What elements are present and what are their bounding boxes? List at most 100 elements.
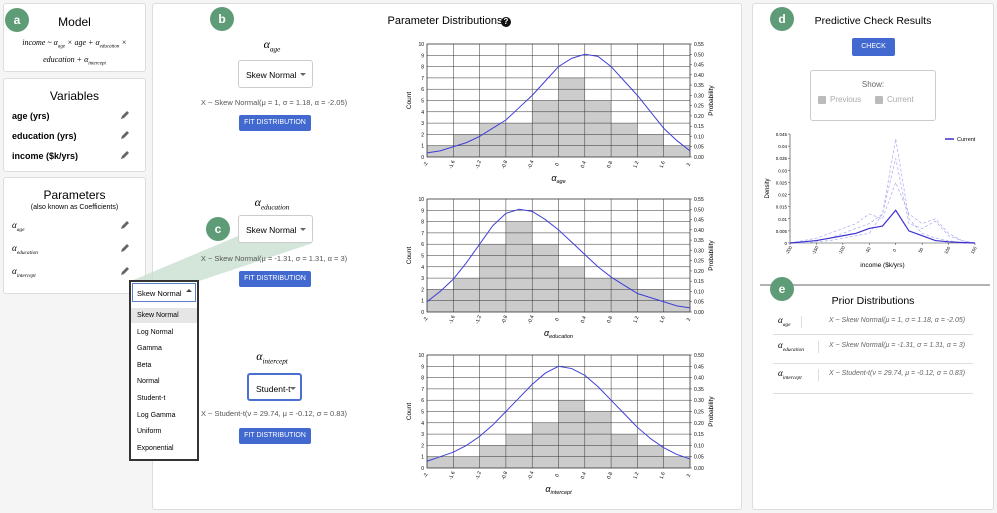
badge: a: [5, 8, 29, 32]
density-curve: [426, 53, 691, 154]
y2-tick-label: 0.10: [694, 289, 704, 295]
subscript: education: [16, 249, 38, 256]
x-tick-label: -100: [837, 245, 846, 256]
x-tick-label: 1.2: [632, 315, 640, 324]
y-tick-label: 5: [421, 99, 424, 105]
x-tick-label: -2: [422, 472, 429, 478]
dropdown-select[interactable]: Skew Normal: [132, 283, 196, 302]
dropdown-option[interactable]: Gamma: [137, 345, 162, 353]
y-tick-label: 8: [421, 220, 424, 226]
symbol: α: [544, 328, 550, 338]
symbol: α: [778, 315, 783, 325]
checkbox[interactable]: [818, 96, 826, 104]
dropdown-option[interactable]: Exponential: [137, 444, 174, 452]
subscript: age: [782, 321, 791, 328]
highlight-band: [131, 236, 313, 281]
y-tick-label: 1: [421, 299, 424, 305]
fit-button[interactable]: FIT DISTRIBUTION: [239, 428, 311, 444]
subscript: education: [549, 334, 573, 340]
y2-tick-label: 0.40: [694, 73, 704, 79]
y-tick-label: 5: [421, 410, 424, 416]
symbol: α: [12, 266, 17, 276]
y2-tick-label: 0.20: [694, 269, 704, 275]
histogram-bar: [663, 300, 690, 312]
prior-title: Prior Distributions: [831, 295, 915, 307]
row-separator: [801, 316, 802, 328]
formula-part: education: [99, 44, 120, 50]
y-tick-label: 10: [418, 353, 424, 359]
y2-tick-label: 0.45: [694, 218, 704, 224]
distribution-select[interactable]: Student-t: [247, 373, 302, 401]
fit-button[interactable]: FIT DISTRIBUTION: [239, 271, 311, 287]
help-icon[interactable]: ?: [501, 17, 511, 27]
y-tick-label: 0.025: [776, 180, 788, 185]
parameter-name: αeducation: [12, 243, 38, 256]
y2-axis-label: Probability: [708, 396, 715, 427]
histogram-bar: [532, 100, 559, 157]
subscript: age: [556, 179, 565, 185]
y-tick-label: 0.03: [778, 168, 787, 173]
y-tick-label: 4: [421, 265, 424, 271]
y2-tick-label: 0.25: [694, 259, 704, 265]
x-tick-label: 150: [970, 245, 978, 254]
formula-part: intercept: [88, 61, 106, 67]
legend-label: Current: [957, 137, 976, 143]
y-tick-label: 0.015: [776, 205, 788, 210]
checkbox[interactable]: [875, 96, 883, 104]
y-tick-label: 3: [421, 432, 424, 438]
x-axis-label: income ($k/yrs): [860, 262, 904, 269]
histogram-bar: [584, 278, 612, 312]
check-button[interactable]: CHECK: [852, 38, 895, 56]
x-tick-label: -0.8: [501, 314, 510, 324]
dropdown-option[interactable]: Skew Normal: [131, 308, 197, 323]
y-tick-label: 0.02: [778, 193, 787, 198]
y-tick-label: 0: [421, 466, 424, 472]
y-tick-label: 10: [418, 42, 424, 48]
fit-button[interactable]: FIT DISTRIBUTION: [239, 115, 311, 131]
y2-tick-label: 0.30: [694, 398, 704, 404]
dropdown-option[interactable]: Normal: [137, 378, 160, 386]
prior-formula: X ~ Skew Normal(μ = -1.31, σ = 1.31, α =…: [828, 342, 966, 349]
variable[interactable]: income ($k/yrs): [12, 151, 79, 161]
dropdown-option[interactable]: Uniform: [137, 428, 162, 436]
y-tick-label: 7: [421, 231, 424, 237]
dropdown-option[interactable]: Student-t: [137, 395, 166, 402]
y-axis-label: Density: [765, 178, 771, 198]
badge: c: [206, 217, 230, 241]
variable[interactable]: education (yrs): [12, 131, 77, 141]
histogram-bar: [427, 145, 454, 157]
parameter-name: αintercept: [172, 349, 372, 365]
symbol: α: [254, 195, 261, 209]
histogram-bar: [453, 456, 480, 468]
y-tick-label: 8: [421, 376, 424, 382]
y2-tick-label: 0.55: [694, 197, 704, 203]
y-tick-label: 0: [421, 310, 424, 316]
x-tick-label: 0.4: [580, 160, 588, 169]
series-line: [789, 209, 976, 244]
y2-tick-label: 0.50: [694, 52, 704, 58]
y-axis-label: Count: [406, 92, 413, 110]
y-tick-label: 8: [421, 65, 424, 71]
histogram-bar: [611, 123, 638, 157]
y2-tick-label: 0.10: [694, 134, 704, 140]
distribution-select[interactable]: Skew Normal: [238, 60, 313, 88]
y2-tick-label: 0.15: [694, 432, 704, 438]
distribution-select[interactable]: Skew Normal: [238, 215, 313, 243]
variable[interactable]: age (yrs): [12, 111, 50, 121]
subscript: education: [260, 203, 290, 212]
x-tick-label: 1.6: [659, 471, 667, 480]
x-tick-label: 0: [892, 247, 898, 252]
dropdown-menu[interactable]: Skew Normal Skew Normal Log Normal Gamma Bet…: [129, 280, 199, 461]
distribution-formula: X ~ Skew Normal(μ = -1.31, σ = 1.31, α =…: [200, 254, 348, 263]
badge: d: [770, 7, 794, 31]
y2-tick-label: 0.40: [694, 376, 704, 382]
dropdown-option[interactable]: Log Gamma: [137, 411, 176, 419]
dropdown-option[interactable]: Beta: [137, 361, 152, 369]
dropdown-option[interactable]: Log Normal: [137, 328, 174, 336]
y2-tick-label: 0.25: [694, 410, 704, 416]
parameters-subtitle: (also known as Coefficients): [30, 204, 119, 211]
y-tick-label: 0.005: [776, 229, 788, 234]
symbol: α: [256, 349, 263, 363]
